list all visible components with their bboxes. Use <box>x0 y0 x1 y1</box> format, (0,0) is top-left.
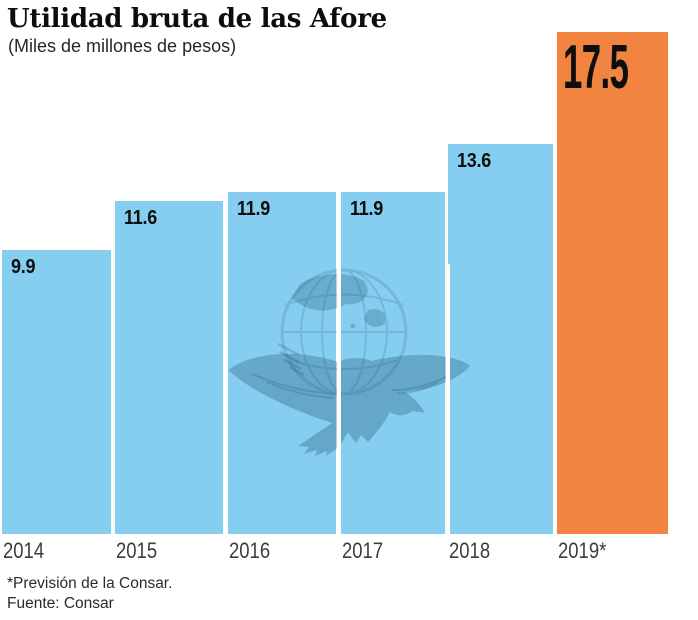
bar-gap-separator <box>337 264 341 534</box>
bar-value-label: 11.6 <box>124 207 157 229</box>
bar-gap-separator <box>446 264 450 534</box>
chart-title: Utilidad bruta de las Afore <box>7 4 387 34</box>
bar-value-label: 9.9 <box>11 256 36 278</box>
x-axis-label-2016: 2016 <box>229 538 271 563</box>
footer: *Previsión de la Consar. Fuente: Consar <box>7 574 172 614</box>
bar-2017: 11.9 <box>341 192 445 534</box>
x-axis-label-2019: 2019* <box>558 538 607 563</box>
x-axis-label-2014: 2014 <box>3 538 45 563</box>
x-axis-label-2017: 2017 <box>342 538 384 563</box>
bar-value-label: 11.9 <box>237 198 270 220</box>
x-axis-label-2015: 2015 <box>116 538 158 563</box>
bar-value-label: 11.9 <box>350 198 383 220</box>
bar-gap-separator <box>224 264 228 534</box>
source-credit: Fuente: Consar <box>7 595 114 612</box>
bar-value-label: 17.5 <box>563 33 629 102</box>
bar-value-label: 13.6 <box>457 150 491 172</box>
footnote: *Previsión de la Consar. <box>7 575 173 592</box>
bar-2014: 9.9 <box>2 250 111 534</box>
bar-2018: 13.6 <box>448 144 553 534</box>
bar-2016: 11.9 <box>228 192 336 534</box>
chart-subtitle: (Miles de millones de pesos) <box>8 36 237 56</box>
x-axis-label-2018: 2018 <box>449 538 491 563</box>
bar-2019: 17.5 <box>557 32 668 534</box>
bar-2015: 11.6 <box>115 201 223 534</box>
